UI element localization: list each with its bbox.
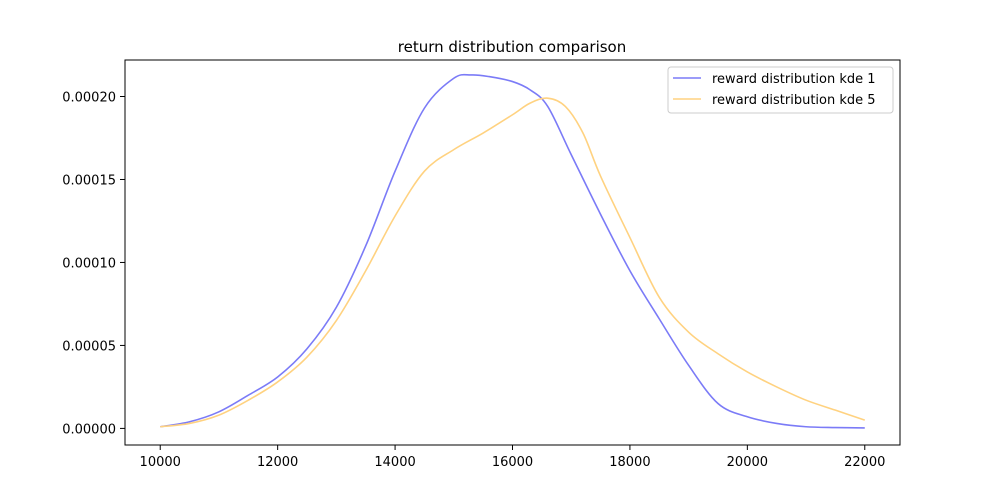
x-tick-label: 12000 xyxy=(257,455,298,470)
y-tick-label: 0.00015 xyxy=(62,173,116,188)
y-tick-label: 0.00020 xyxy=(62,91,116,106)
y-tick-label: 0.00010 xyxy=(62,256,116,271)
series-line-2 xyxy=(160,97,866,428)
legend-label-kde-5: reward distribution kde 5 xyxy=(712,93,876,108)
y-tick-label: 0.00000 xyxy=(62,422,116,437)
y-tick-label: 0.00005 xyxy=(62,339,116,354)
x-tick-label: 10000 xyxy=(140,455,181,470)
x-tick-label: 16000 xyxy=(492,455,533,470)
x-tick-label: 22000 xyxy=(844,455,885,470)
y-axis: 0.00000 0.00005 0.00010 0.00015 0.00020 xyxy=(62,91,125,437)
chart-title: return distribution comparison xyxy=(398,38,626,56)
series-line-1 xyxy=(160,73,865,429)
legend: reward distribution kde 1 reward distrib… xyxy=(667,66,894,114)
x-tick-label: 18000 xyxy=(609,455,650,470)
x-axis: 10000 12000 14000 16000 18000 20000 22000 xyxy=(140,445,885,470)
x-tick-label: 20000 xyxy=(727,455,768,470)
series-layer xyxy=(160,73,866,429)
legend-box xyxy=(667,66,894,114)
legend-label-kde-1: reward distribution kde 1 xyxy=(712,72,876,87)
x-tick-label: 14000 xyxy=(374,455,415,470)
